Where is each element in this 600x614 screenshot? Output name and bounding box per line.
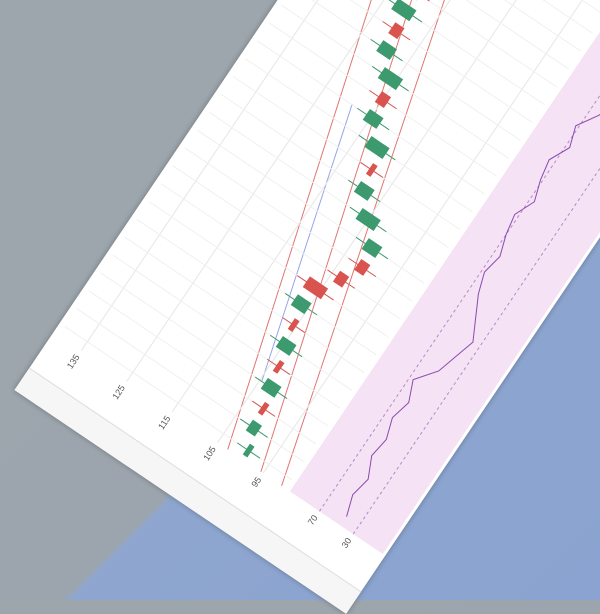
candle-body	[273, 360, 285, 374]
grid-line-v	[233, 77, 460, 230]
y-tick-label: 125	[110, 383, 127, 401]
trading-window: 95 105 115 125 135 30 70	[14, 0, 600, 614]
candle-body	[333, 271, 349, 288]
grid-line-v	[125, 237, 352, 390]
candle-body	[388, 22, 404, 39]
grid-line-v	[293, 0, 520, 140]
y-tick-label: 95	[249, 475, 263, 489]
candle-body	[362, 238, 383, 258]
candle-body	[376, 40, 397, 60]
candle-body	[303, 276, 328, 299]
grid-line-v	[89, 291, 316, 444]
candle-body	[291, 294, 312, 314]
candle-body	[246, 420, 262, 437]
y-tick-label: 135	[65, 353, 82, 371]
y-tick-label: 115	[156, 414, 172, 431]
grid-line-v	[161, 184, 388, 337]
grid-line-v	[185, 148, 412, 301]
candle-body	[378, 67, 403, 90]
candle-body	[363, 109, 384, 129]
grid-line-v	[209, 112, 436, 265]
grid-line-v	[101, 273, 328, 426]
candle-wick	[398, 0, 430, 1]
candle-body	[243, 444, 255, 458]
candle-body	[354, 181, 375, 201]
candle-body	[288, 318, 300, 332]
candle-body	[276, 336, 297, 356]
candle-body	[258, 402, 270, 416]
candle-body	[375, 91, 391, 108]
y-tick-label: 30	[340, 536, 354, 550]
grid-line-v	[342, 0, 569, 69]
grid-line-v	[330, 0, 557, 87]
grid-line-v	[221, 94, 448, 247]
screen: {"chart_data": [ {"type": "candlestick",…	[0, 0, 600, 600]
candle-body	[261, 378, 282, 398]
candle-body	[366, 163, 378, 177]
y-tick-label: 105	[201, 444, 218, 462]
chart-area: 95 105 115 125 135 30 70	[29, 0, 600, 592]
grid-line-v	[197, 130, 424, 283]
candle-body	[364, 136, 389, 159]
y-tick-label: 70	[306, 513, 320, 527]
grid-line-v	[137, 219, 364, 372]
